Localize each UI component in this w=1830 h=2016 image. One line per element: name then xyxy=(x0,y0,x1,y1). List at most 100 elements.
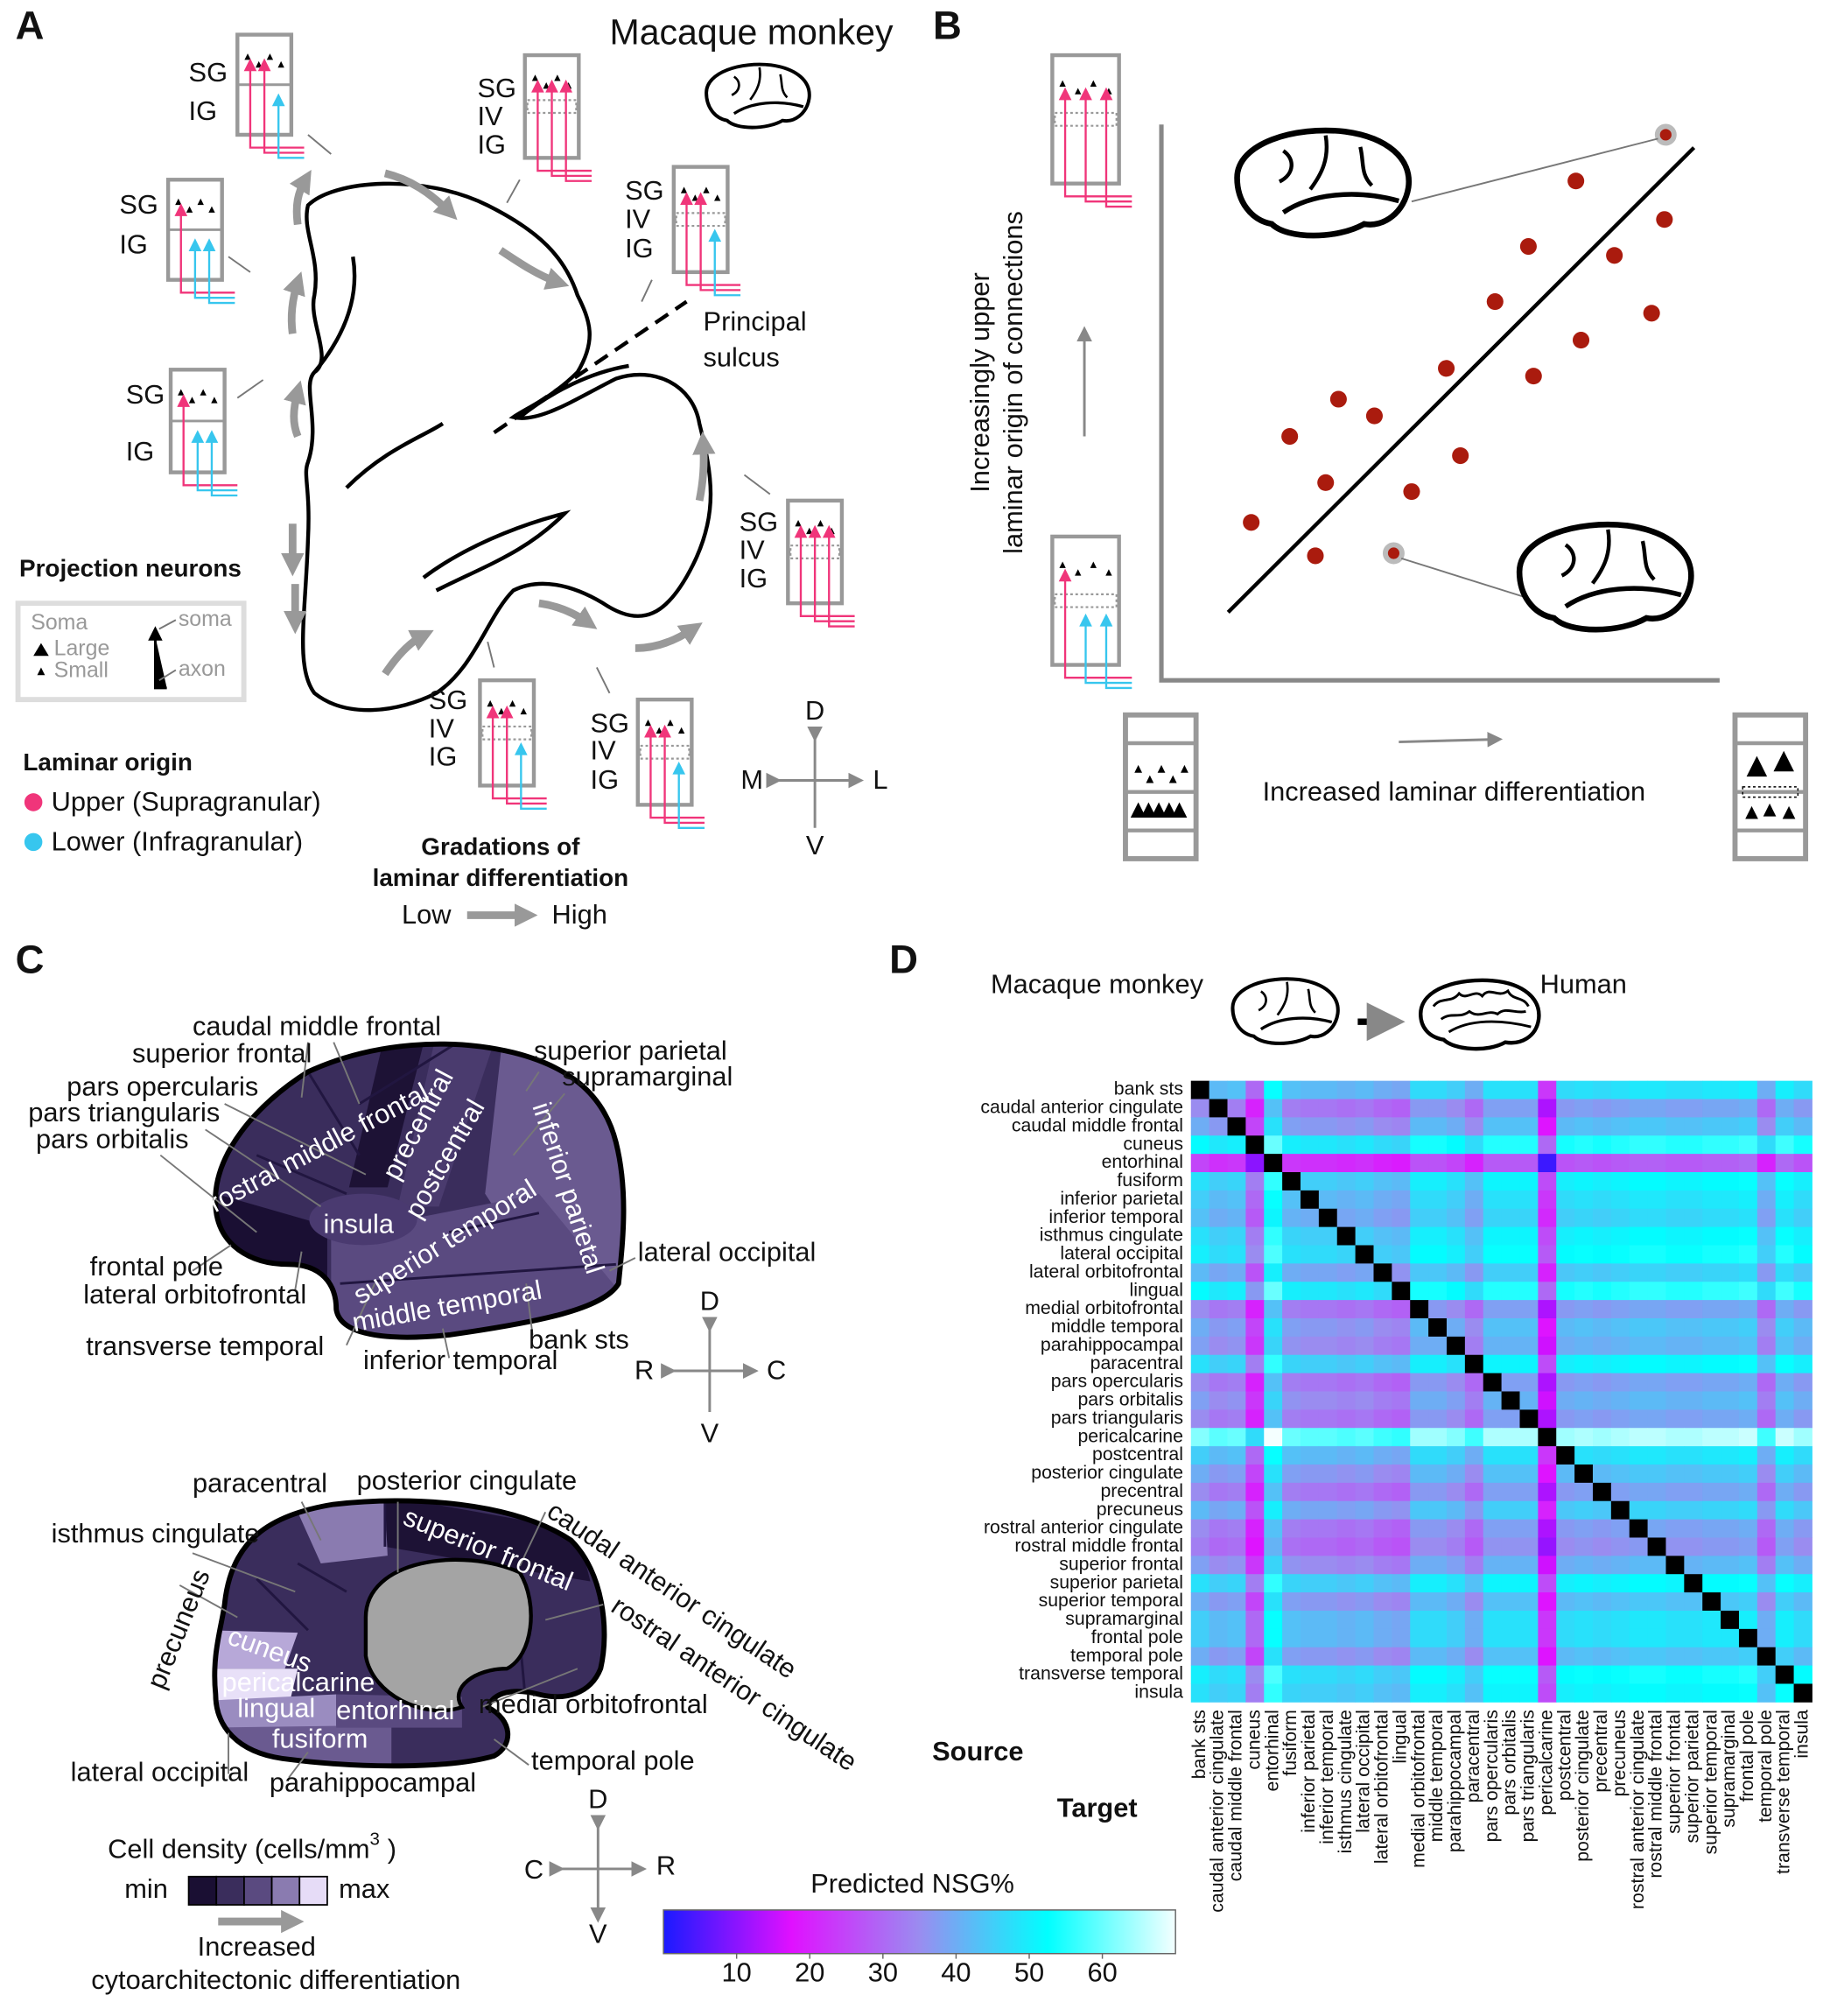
col-label: pars triangularis xyxy=(1518,1710,1539,1842)
heatmap-cell xyxy=(1300,1080,1320,1099)
heatmap-cell xyxy=(1392,1537,1411,1556)
heatmap-cell xyxy=(1610,1117,1630,1136)
heatmap-cell xyxy=(1264,1683,1283,1703)
heatmap-cell xyxy=(1538,1300,1557,1319)
neuron xyxy=(208,206,215,213)
heatmap-cell xyxy=(1556,1500,1575,1521)
heatmap-cell xyxy=(1592,1556,1612,1575)
diagonal-cell xyxy=(1410,1300,1429,1319)
neuron xyxy=(508,699,516,707)
heatmap-cell xyxy=(1519,1482,1539,1502)
heatmap-cell xyxy=(1227,1263,1246,1282)
heatmap-cell xyxy=(1428,1099,1448,1118)
heatmap-cell xyxy=(1483,1610,1503,1630)
layer-label: SG xyxy=(477,73,515,103)
heatmap-cell xyxy=(1647,1592,1666,1612)
heatmap-cell xyxy=(1592,1135,1612,1155)
heatmap-cell xyxy=(1227,1190,1246,1210)
region-label: insula xyxy=(324,1208,395,1239)
heatmap-cell xyxy=(1264,1537,1283,1556)
heatmap-cell xyxy=(1282,1592,1301,1612)
heatmap-cell xyxy=(1684,1683,1703,1703)
heatmap-cell xyxy=(1793,1117,1812,1136)
heatmap-cell xyxy=(1428,1172,1448,1191)
heatmap-cell xyxy=(1592,1683,1612,1703)
heatmap-cell xyxy=(1227,1574,1246,1593)
heatmap-cell xyxy=(1592,1245,1612,1264)
diagonal-cell xyxy=(1519,1409,1539,1429)
heatmap-cell xyxy=(1665,1500,1685,1521)
heatmap-cell xyxy=(1738,1500,1758,1521)
heatmap-cell xyxy=(1538,1628,1557,1648)
heatmap-cell xyxy=(1647,1336,1666,1356)
col-label: superior parietal xyxy=(1681,1710,1702,1843)
heatmap-cell xyxy=(1519,1208,1539,1228)
heatmap-cell xyxy=(1574,1592,1594,1612)
heatmap-cell xyxy=(1702,1647,1721,1667)
heatmap-cell xyxy=(1592,1592,1612,1612)
region-label: frontal pole xyxy=(90,1251,223,1282)
heatmap-cell xyxy=(1610,1428,1630,1447)
heatmap-cell xyxy=(1190,1628,1210,1648)
heatmap-cell xyxy=(1629,1317,1649,1338)
axon xyxy=(193,244,235,299)
heatmap-cell xyxy=(1721,1154,1740,1173)
heatmap-cell xyxy=(1665,1263,1685,1282)
heatmap-cell xyxy=(1410,1317,1429,1338)
heatmap-cell xyxy=(1538,1099,1557,1118)
column-schematic xyxy=(522,53,592,182)
diagonal-cell xyxy=(1538,1428,1557,1447)
heatmap-cell xyxy=(1556,1482,1575,1502)
heatmap-cell xyxy=(1428,1428,1448,1447)
heatmap-cell xyxy=(1538,1226,1557,1246)
heatmap-cell xyxy=(1738,1300,1758,1319)
neuron xyxy=(667,719,674,727)
neuron xyxy=(277,60,284,68)
heatmap-cell xyxy=(1245,1190,1265,1210)
heatmap-cell xyxy=(1756,1154,1777,1173)
heatmap-cell xyxy=(1190,1245,1210,1264)
heatmap-cell xyxy=(1446,1574,1466,1593)
heatmap-cell xyxy=(1556,1354,1575,1374)
heatmap-cell xyxy=(1464,1519,1484,1538)
heatmap-cell xyxy=(1318,1665,1338,1684)
row-label: superior temporal xyxy=(1039,1590,1183,1611)
heatmap-cell xyxy=(1373,1610,1392,1630)
heatmap-cell xyxy=(1793,1428,1812,1447)
heatmap-cell xyxy=(1464,1428,1484,1447)
heatmap-cell xyxy=(1684,1428,1703,1447)
region-label: caudal middle frontal xyxy=(193,1011,441,1042)
heatmap-cell xyxy=(1756,1245,1777,1264)
heatmap-cell xyxy=(1264,1245,1283,1264)
region-label: lateral occipital xyxy=(71,1757,249,1788)
heatmap-cell xyxy=(1282,1391,1301,1410)
heatmap-cell xyxy=(1318,1409,1338,1429)
heatmap-cell xyxy=(1702,1500,1721,1521)
neuron xyxy=(500,705,514,719)
heatmap-cell xyxy=(1738,1537,1758,1556)
heatmap-cell xyxy=(1738,1263,1758,1282)
heatmap-cell xyxy=(1756,1446,1777,1465)
heatmap-cell xyxy=(1538,1446,1557,1465)
heatmap-cell xyxy=(1392,1391,1411,1410)
neuron xyxy=(243,58,257,72)
heatmap-cell xyxy=(1336,1446,1357,1465)
heatmap-cell xyxy=(1355,1317,1374,1338)
heatmap-cell xyxy=(1227,1647,1246,1667)
row-label: medial orbitofrontal xyxy=(1025,1297,1183,1318)
panel-b: B Increasingly upper laminar origin of c… xyxy=(933,3,1720,806)
heatmap-cell xyxy=(1775,1537,1795,1556)
axon xyxy=(491,712,547,800)
heatmap-cell xyxy=(1300,1226,1320,1246)
heatmap-cell xyxy=(1282,1628,1301,1648)
heatmap-cell xyxy=(1373,1519,1392,1538)
heatmap-cell xyxy=(1227,1665,1246,1684)
heatmap-cell xyxy=(1190,1135,1210,1155)
heatmap-cell xyxy=(1793,1519,1812,1538)
layer-label: IG xyxy=(625,233,654,263)
heatmap-cell xyxy=(1756,1592,1777,1612)
heatmap-cell xyxy=(1336,1482,1357,1502)
diagonal-cell xyxy=(1702,1592,1721,1612)
heatmap-cell xyxy=(1483,1154,1503,1173)
